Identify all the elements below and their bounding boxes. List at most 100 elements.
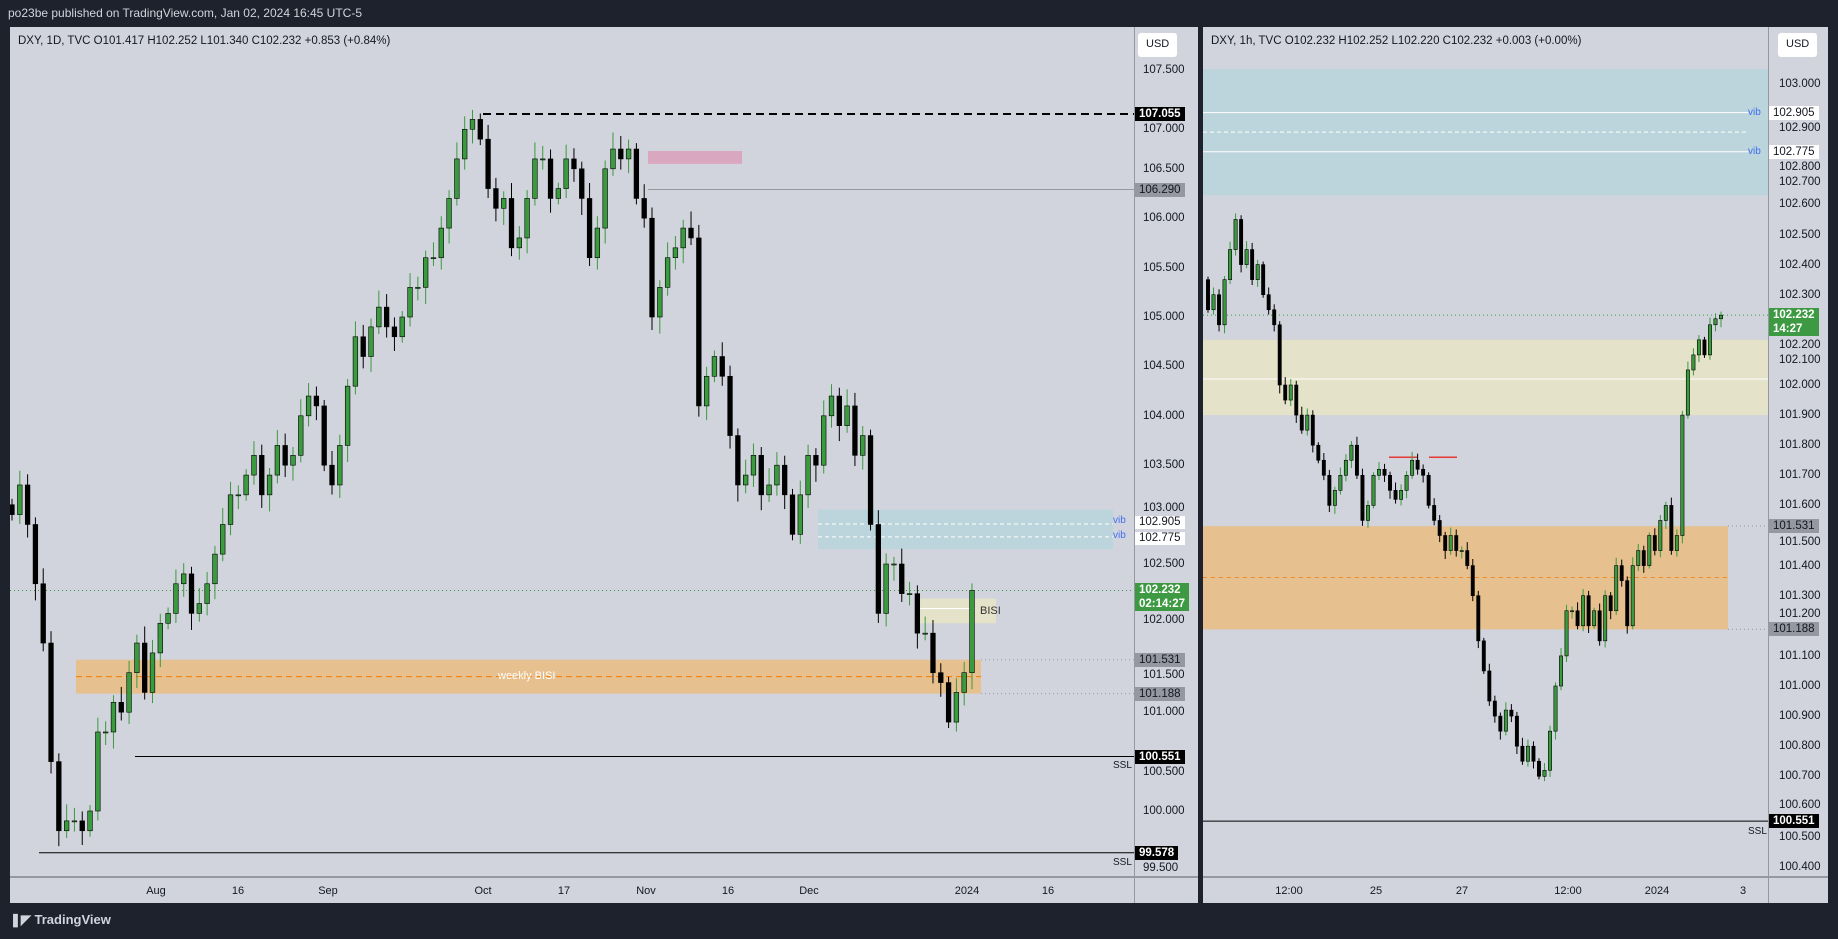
tradingview-logo-icon: ❚◤ xyxy=(10,912,35,927)
time-tick: 2024 xyxy=(954,885,980,897)
daily-candle xyxy=(774,464,780,486)
vib-label: vib xyxy=(1113,515,1126,526)
daily-candle xyxy=(930,632,936,673)
hourly-time-axis[interactable]: 12:00 25 27 12:00 2024 3 xyxy=(1203,876,1828,903)
daily-candle xyxy=(883,563,889,614)
daily-candle xyxy=(571,158,577,170)
daily-candle xyxy=(805,455,811,496)
daily-candle xyxy=(680,227,686,249)
hourly-candle xyxy=(1277,324,1282,386)
hourly-candle xyxy=(1382,468,1387,476)
hourly-candle xyxy=(1669,505,1674,551)
price-tick: 102.000 xyxy=(1779,379,1821,391)
daily-candle xyxy=(758,455,764,496)
daily-candle xyxy=(914,593,921,634)
hourly-candle xyxy=(1299,414,1304,431)
price-tick: 100.000 xyxy=(1143,805,1185,817)
hourly-price-axis[interactable]: 102.905 102.775 102.232 14:27 101.531 101.188… xyxy=(1768,27,1828,903)
daily-candle xyxy=(118,702,124,713)
daily-candle xyxy=(797,494,803,535)
daily-candle xyxy=(24,484,31,525)
currency-button[interactable]: USD xyxy=(1778,33,1818,57)
price-tag-vib2: 102.775 xyxy=(1769,144,1819,159)
daily-candle xyxy=(40,583,46,644)
hourly-candle xyxy=(1360,474,1365,521)
daily-candle xyxy=(485,138,491,189)
price-tick: 102.500 xyxy=(1143,558,1185,570)
daily-candle xyxy=(383,306,390,328)
daily-candle xyxy=(438,227,444,259)
hourly-chart-canvas[interactable] xyxy=(1203,27,1768,876)
hourly-candle xyxy=(1597,610,1602,642)
daily-price-axis[interactable]: 107.055 106.290 102.905 102.775 102.232 02:14… xyxy=(1134,27,1198,903)
time-tick: Sep xyxy=(318,885,338,897)
hourly-chart-panel[interactable]: DXY, 1h, TVC O102.232 H102.252 L102.220 … xyxy=(1203,27,1828,903)
hourly-candle xyxy=(1713,318,1718,326)
price-tick: 105.000 xyxy=(1143,311,1185,323)
ssl-label: SSL xyxy=(1113,760,1132,771)
hourly-candle xyxy=(1354,444,1359,476)
daily-chart-legend: DXY, 1D, TVC O101.417 H102.252 L101.340 … xyxy=(18,35,391,47)
daily-candle xyxy=(938,672,944,683)
daily-candle xyxy=(344,385,351,446)
daily-candle xyxy=(821,415,827,466)
price-tick: 107.500 xyxy=(1143,64,1185,76)
daily-candle xyxy=(220,524,226,555)
daily-candle xyxy=(852,405,858,456)
price-tag-ssl2: 99.578 xyxy=(1135,845,1179,860)
daily-candle xyxy=(836,395,842,426)
hourly-candle xyxy=(1283,384,1288,401)
bisi-zone xyxy=(917,598,996,624)
last-price-tag: 102.232 14:27 xyxy=(1769,308,1819,337)
currency-button[interactable]: USD xyxy=(1138,33,1178,57)
price-tick: 100.600 xyxy=(1779,799,1821,812)
panel-divider[interactable] xyxy=(1198,27,1203,903)
daily-candle xyxy=(610,148,616,170)
hourly-candle xyxy=(1222,279,1227,326)
hourly-candle xyxy=(1503,709,1508,732)
price-tick: 101.800 xyxy=(1779,439,1821,452)
price-tick: 102.300 xyxy=(1779,288,1821,301)
daily-candle xyxy=(423,257,429,288)
daily-candle xyxy=(555,188,561,199)
daily-chart-canvas[interactable] xyxy=(10,27,1134,876)
hourly-candle xyxy=(1448,535,1453,551)
price-tick: 101.100 xyxy=(1779,649,1821,662)
daily-candle xyxy=(305,395,312,417)
time-tick: 12:00 xyxy=(1275,885,1303,897)
order-block-zone xyxy=(648,151,742,164)
price-tick: 101.400 xyxy=(1779,559,1821,572)
daily-candle xyxy=(516,237,522,249)
daily-candle xyxy=(477,119,483,140)
price-tag-level1: 106.290 xyxy=(1135,182,1185,197)
daily-candle xyxy=(173,583,179,614)
hourly-candle xyxy=(1316,444,1321,461)
daily-candle xyxy=(103,731,109,734)
hourly-candle xyxy=(1608,595,1613,612)
price-tick: 102.400 xyxy=(1779,258,1821,271)
hourly-candle xyxy=(1332,490,1337,506)
price-tick: 107.000 xyxy=(1143,123,1185,136)
daily-chart-panel[interactable]: DXY, 1D, TVC O101.417 H102.252 L101.340 … xyxy=(10,27,1198,903)
daily-candle xyxy=(813,455,819,466)
daily-candle xyxy=(391,326,398,338)
daily-candle xyxy=(446,198,452,229)
daily-candle xyxy=(703,375,710,407)
daily-candle xyxy=(17,484,23,515)
hourly-candle xyxy=(1542,769,1547,777)
price-tick: 100.700 xyxy=(1779,770,1821,783)
hourly-candle xyxy=(1465,550,1470,566)
bisi-label: BISI xyxy=(980,605,1001,617)
hourly-candle xyxy=(1250,249,1255,280)
daily-candle xyxy=(789,494,796,535)
daily-candle xyxy=(399,316,405,338)
price-tag-bisi_bottom: 101.188 xyxy=(1769,622,1819,637)
hourly-candle xyxy=(1443,535,1448,551)
hourly-candle xyxy=(1228,249,1233,280)
daily-candle xyxy=(532,158,538,199)
daily-candle xyxy=(891,563,897,566)
hourly-candle xyxy=(1388,474,1392,491)
daily-candle xyxy=(95,731,101,812)
price-tick: 101.500 xyxy=(1779,535,1821,548)
daily-time-axis[interactable]: Aug 16 Sep Oct 17 Nov 16 Dec 2024 16 xyxy=(10,876,1198,903)
